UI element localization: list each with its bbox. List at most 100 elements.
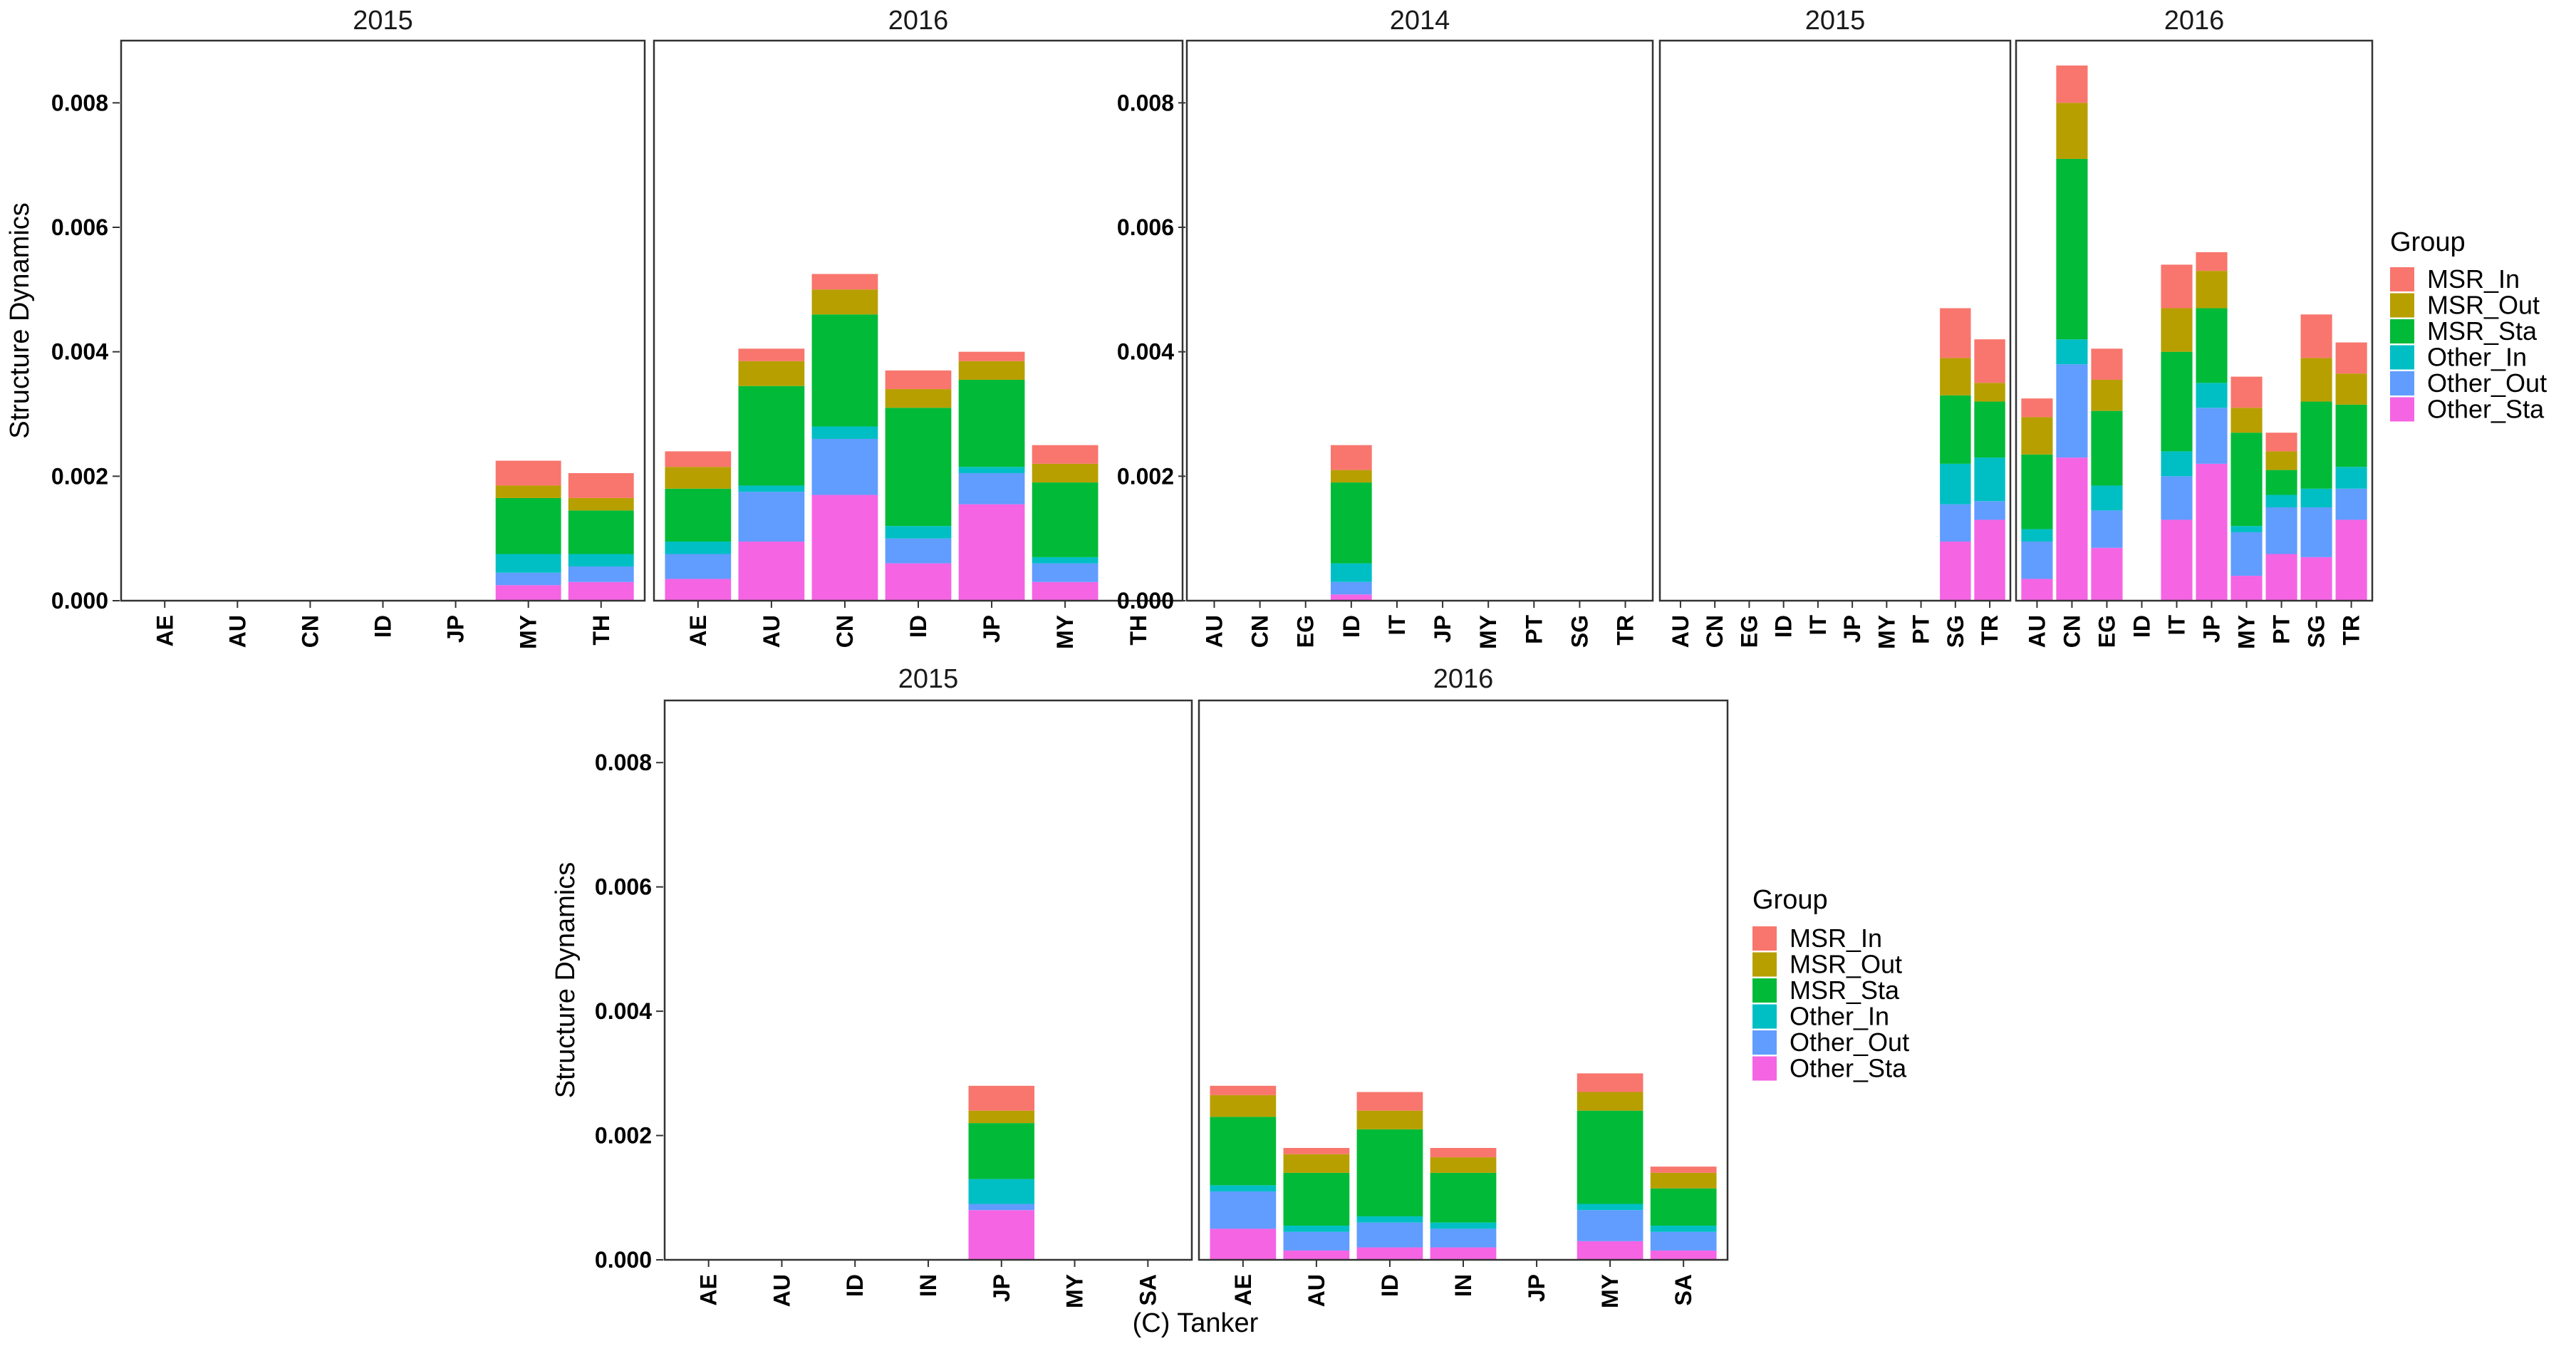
y-tick-label: 0.008 xyxy=(51,90,108,115)
bar-segment-other-in-th xyxy=(568,554,634,566)
bar-segment-msr-out-jp xyxy=(968,1110,1035,1124)
legend-swatch-msr-sta xyxy=(1752,978,1777,1003)
legend-swatch-msr-in xyxy=(2390,267,2414,291)
legend-label-other-in: Other_In xyxy=(1790,1002,1889,1031)
bar-segment-msr-out-id xyxy=(885,389,952,408)
bar-segment-other-out-pt xyxy=(2265,507,2297,554)
bar-segment-msr-sta-jp xyxy=(958,379,1025,467)
panel-border xyxy=(653,39,1184,602)
bar-segment-msr-out-my xyxy=(1032,463,1099,483)
bar-segment-msr-out-tr xyxy=(2335,373,2367,405)
facet-panel-2015: 2015 AU CN EG ID IT JP MY PT SG TR xyxy=(1658,6,2012,649)
bar-segment-other-sta-id xyxy=(885,563,952,601)
bar-segment-other-out-au xyxy=(2021,542,2053,579)
bar-segment-msr-in-id xyxy=(1330,445,1372,470)
x-tick-label-cn: CN xyxy=(2059,615,2084,648)
x-tick-label-au: AU xyxy=(224,615,250,648)
bar-segment-other-in-tr xyxy=(1974,457,2005,502)
legend-label-other-sta: Other_Sta xyxy=(2427,395,2545,424)
y-tick-label: 0.006 xyxy=(51,214,108,240)
y-tick-label: 0.008 xyxy=(1117,90,1174,115)
bar-segment-other-out-my xyxy=(495,572,561,586)
bar-segment-msr-in-my xyxy=(1032,445,1099,464)
y-tick-label: 0.000 xyxy=(51,588,108,614)
x-tick-label-jp: JP xyxy=(443,615,469,643)
bar-segment-msr-out-id xyxy=(1330,470,1372,483)
x-tick-label-id: ID xyxy=(1771,615,1797,638)
facet-panel-2016: 2016 AE AU CN ID JP MY TH xyxy=(653,6,1184,649)
bar-segment-other-out-ae xyxy=(665,554,732,579)
bar-segment-msr-sta-jp xyxy=(2196,308,2228,383)
y-tick-label: 0.004 xyxy=(1117,339,1174,365)
bar-segment-other-sta-my xyxy=(1032,581,1099,601)
bar-segment-msr-out-pt xyxy=(2265,451,2297,470)
legend-label-msr-out: MSR_Out xyxy=(1790,950,1902,979)
y-tick-label: 0.004 xyxy=(595,998,652,1024)
x-tick-label-eg: EG xyxy=(1293,615,1319,648)
bar-segment-msr-in-eg xyxy=(2091,348,2123,380)
y-axis-label: Structure Dynamics xyxy=(551,862,581,1099)
legend-swatch-other-out xyxy=(1752,1030,1777,1055)
bar-segment-msr-sta-au xyxy=(738,386,805,486)
bar-segment-other-sta-au xyxy=(1283,1250,1350,1260)
bar-segment-other-sta-au xyxy=(2021,579,2053,601)
bar-segment-msr-sta-eg xyxy=(2091,410,2123,486)
x-tick-label-jp: JP xyxy=(989,1274,1014,1302)
bar-segment-other-sta-id xyxy=(1330,594,1372,601)
x-tick-label-tr: TR xyxy=(1613,615,1638,646)
x-tick-label-my: MY xyxy=(516,615,541,649)
bar-segment-other-sta-sg xyxy=(2300,557,2332,601)
bar-segment-msr-in-id xyxy=(1356,1092,1423,1111)
bar-segment-msr-in-au xyxy=(738,348,805,361)
legend-label-other-out: Other_Out xyxy=(2427,368,2547,398)
x-tick-label-my: MY xyxy=(1597,1274,1623,1308)
bar-segment-other-in-jp xyxy=(968,1179,1035,1204)
legend-swatch-msr-out xyxy=(2390,293,2414,318)
x-tick-label-au: AU xyxy=(1201,615,1227,648)
bar-segment-msr-in-in xyxy=(1430,1148,1497,1158)
x-tick-label-pt: PT xyxy=(1908,615,1934,644)
x-tick-label-au: AU xyxy=(1668,615,1693,648)
legend-label-msr-sta: MSR_Sta xyxy=(1790,976,1900,1005)
bar-segment-msr-sta-cn xyxy=(2056,158,2088,340)
bar-segment-msr-sta-ae xyxy=(1210,1117,1277,1186)
x-tick-label-sa: SA xyxy=(1671,1274,1696,1305)
x-tick-label-sa: SA xyxy=(1135,1274,1160,1305)
x-tick-label-id: ID xyxy=(1377,1274,1403,1297)
bar-segment-msr-in-my xyxy=(495,460,561,486)
bar-segment-other-in-id xyxy=(1330,563,1372,582)
x-tick-label-it: IT xyxy=(1384,615,1410,636)
bar-segment-other-out-eg xyxy=(2091,510,2123,548)
bar-segment-msr-out-my xyxy=(2230,408,2263,433)
panel-border xyxy=(2015,39,2374,602)
x-tick-label-cn: CN xyxy=(1702,615,1728,648)
facet-strip-label: 2015 xyxy=(353,6,413,36)
bar-segment-other-sta-id xyxy=(1356,1247,1423,1260)
x-tick-label-th: TH xyxy=(1126,615,1151,646)
bar-segment-other-sta-my xyxy=(495,585,561,601)
bar-segment-other-in-pt xyxy=(2265,495,2297,507)
legend-label-other-out: Other_Out xyxy=(1790,1028,1909,1057)
bar-segment-other-out-sg xyxy=(1940,504,1971,542)
facet-panel-2016: 2016 AE AU ID IN JP MY SA xyxy=(1198,664,1729,1308)
bar-segment-msr-out-au xyxy=(738,361,805,386)
x-tick-label-ae: AE xyxy=(696,1274,722,1305)
x-tick-label-my: MY xyxy=(2234,615,2260,649)
bar-segment-other-in-sg xyxy=(1940,463,1971,505)
bar-segment-msr-out-ae xyxy=(665,467,732,489)
bar-segment-msr-out-my xyxy=(1577,1092,1643,1111)
x-tick-label-id: ID xyxy=(2129,615,2154,638)
bar-segment-other-sta-th xyxy=(568,581,634,601)
bar-segment-other-out-au xyxy=(1283,1231,1350,1251)
legend-swatch-msr-out xyxy=(1752,952,1777,977)
x-tick-label-jp: JP xyxy=(1524,1274,1549,1302)
bar-segment-other-sta-sg xyxy=(1940,542,1971,601)
bar-segment-other-sta-in xyxy=(1430,1247,1497,1260)
bar-segment-other-sta-ae xyxy=(1210,1228,1277,1260)
bar-segment-other-sta-cn xyxy=(811,495,878,601)
facet-strip-label: 2015 xyxy=(1805,6,1866,36)
bar-segment-other-out-jp xyxy=(958,472,1025,505)
bar-segment-other-in-sg xyxy=(2300,488,2332,507)
